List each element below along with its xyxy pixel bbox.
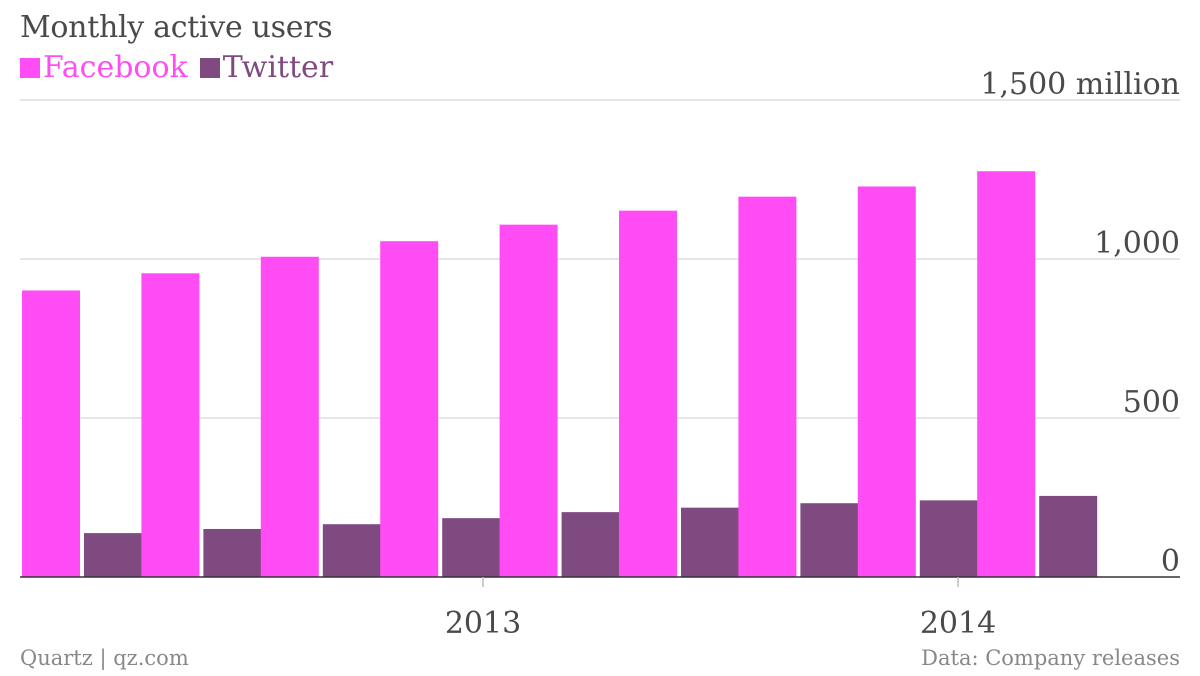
bar-facebook [619,210,677,577]
bar-facebook [499,224,558,577]
bar-facebook [380,241,439,577]
legend-label-facebook: Facebook [43,50,188,85]
bar-facebook [738,196,797,577]
y-tick-label: 0 [1161,544,1180,579]
bars [22,171,1098,577]
legend-swatch-twitter [199,57,220,78]
bar-twitter [919,500,978,577]
bar-twitter [800,503,859,577]
bar-twitter [84,533,142,577]
bar-facebook [22,290,80,577]
legend: Facebook Twitter [20,50,345,85]
legend-item-facebook: Facebook [20,50,188,85]
bar-twitter [1039,495,1098,577]
bar-twitter [322,524,381,577]
y-tick-label: 1,500 million [980,67,1180,102]
legend-item-twitter: Twitter [199,50,334,85]
legend-swatch-facebook [20,57,40,78]
bar-facebook [857,186,916,577]
bar-twitter [203,528,262,577]
chart-title: Monthly active users [20,10,333,45]
x-tick-label: 2013 [445,606,521,641]
legend-label-twitter: Twitter [222,50,334,85]
bar-facebook [141,273,200,577]
y-tick-label: 1,000 [1094,226,1180,261]
data-credit: Data: Company releases [921,646,1180,670]
y-tick-label: 500 [1123,385,1180,420]
bar-twitter [442,518,501,577]
bar-twitter [561,512,620,577]
bar-facebook [260,256,319,577]
bar-twitter [681,507,739,577]
bar-facebook [977,171,1036,577]
axes: 0 500 1,000 1,500 million 2013 2014 [20,67,1180,641]
x-tick-label: 2014 [920,606,996,641]
source-credit: Quartz | qz.com [20,646,189,670]
